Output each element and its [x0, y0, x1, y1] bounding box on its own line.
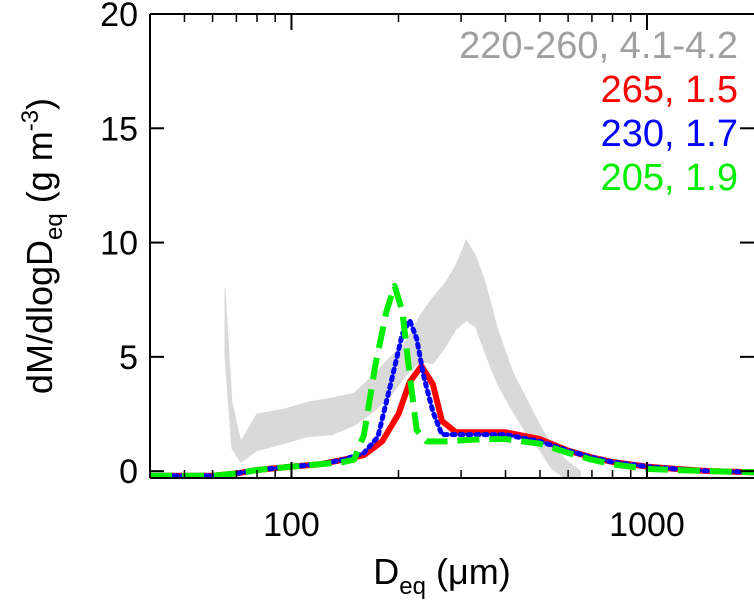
x-axis-label-main: D	[373, 551, 399, 592]
y-axis-label: dM/dlogDeq (g m-3)	[17, 98, 68, 394]
y-tick-label: 10	[100, 225, 138, 263]
legend-entry-4: 205, 1.9	[601, 157, 738, 199]
y-axis-label-unit-post: )	[19, 98, 60, 110]
x-tick-label: 1000	[609, 506, 685, 544]
y-axis-label-main: dM/dlogD	[19, 240, 60, 394]
y-axis-label-sup: -3	[17, 110, 44, 131]
y-tick-label: 5	[119, 339, 138, 377]
axes-frame	[149, 13, 754, 479]
x-axis-label: Deq (μm)	[373, 551, 510, 600]
plot-area	[150, 239, 754, 478]
x-axis-label-sub: eq	[399, 573, 426, 600]
y-axis-label-unit-pre: (g m	[19, 131, 60, 213]
y-axis-label-sub: eq	[41, 213, 68, 240]
range-band	[224, 239, 581, 478]
legend-entry-3: 230, 1.7	[601, 113, 738, 155]
x-tick-label: 100	[263, 506, 320, 544]
y-tick-label: 0	[119, 453, 138, 491]
x-axis-label-unit: (μm)	[426, 551, 511, 592]
axis-ticks: 0 5 10 15 20 100 1000	[100, 0, 754, 544]
y-tick-label: 20	[100, 0, 138, 34]
legend-entry-1: 220-260, 4.1-4.2	[459, 25, 738, 67]
legend-entry-2: 265, 1.5	[601, 69, 738, 111]
y-tick-label: 15	[100, 110, 138, 148]
